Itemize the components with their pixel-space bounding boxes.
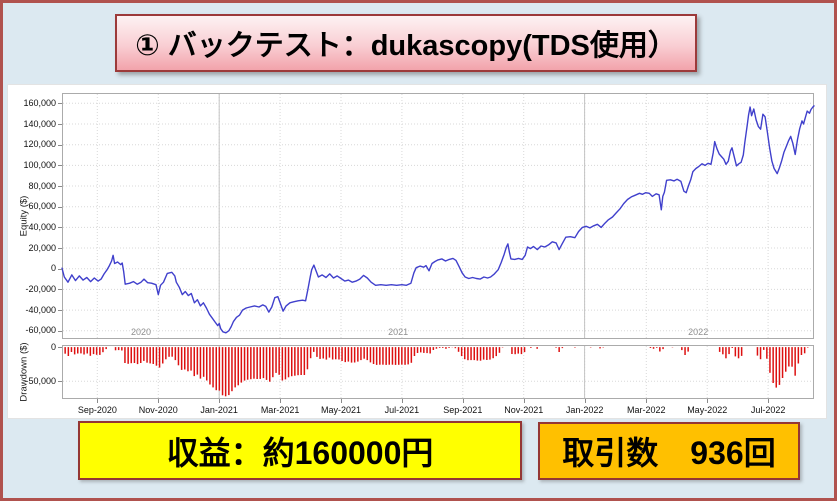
x-tick-label: Jul-2021 — [384, 405, 420, 415]
drawdown-axis-title: Drawdown ($) — [18, 342, 30, 402]
x-tick-label: Nov-2020 — [138, 405, 178, 415]
x-tickmark — [340, 399, 342, 403]
equity-y-tick-label: 20,000 — [28, 242, 56, 253]
x-tickmark — [707, 399, 709, 403]
trades-banner: 取引数 936回 — [538, 422, 800, 480]
x-tickmark — [158, 399, 160, 403]
x-tickmark — [97, 399, 99, 403]
equity-y-tick-label: 0 — [50, 263, 56, 274]
x-tickmark — [646, 399, 648, 403]
profit-text: 収益：約160000円 — [166, 434, 434, 471]
x-tick-label: Sep-2021 — [443, 405, 483, 415]
equity-y-tick-label: 120,000 — [23, 139, 56, 150]
x-tick-label: Jan-2022 — [565, 405, 604, 415]
x-tickmark — [768, 399, 770, 403]
x-tickmark — [584, 399, 586, 403]
x-tick-label: Mar-2022 — [627, 405, 666, 415]
x-tick-label: May-2022 — [687, 405, 728, 415]
equity-y-tick-label: -60,000 — [25, 325, 56, 336]
x-tickmark — [280, 399, 282, 403]
profit-banner: 収益：約160000円 — [78, 421, 522, 480]
trades-text: 取引数 936回 — [562, 435, 776, 471]
x-tickmark — [523, 399, 525, 403]
x-tick-label: Sep-2020 — [77, 405, 117, 415]
backtest-chart-panel: Equity ($) Drawdown ($) 160,000 140,000 12… — [7, 84, 827, 419]
equity-y-tick-label: 80,000 — [28, 180, 56, 191]
drawdown-bars-chart — [62, 345, 814, 399]
equity-curve-chart — [61, 93, 815, 339]
equity-y-tick-label: -40,000 — [25, 304, 56, 315]
equity-axis-title: Equity ($) — [18, 195, 30, 237]
page-title: ① バックテスト：dukascopy(TDS使用） — [135, 30, 677, 62]
x-tick-label: Jul-2022 — [750, 405, 786, 415]
equity-y-tick-label: 160,000 — [23, 97, 56, 108]
equity-y-tick-label: -20,000 — [25, 283, 56, 294]
drawdown-y-tick-label: 0 — [50, 341, 56, 352]
equity-y-tick-label: 100,000 — [23, 159, 56, 170]
x-tick-label: Jan-2021 — [200, 405, 238, 415]
x-tick-label: May-2021 — [320, 405, 361, 415]
equity-y-tick-label: 60,000 — [28, 201, 56, 212]
title-banner: ① バックテスト：dukascopy(TDS使用） — [115, 14, 697, 72]
drawdown-plot — [62, 345, 814, 399]
x-tick-label: Mar-2021 — [260, 405, 300, 415]
equity-y-tick-label: 140,000 — [23, 118, 56, 129]
equity-plot — [61, 93, 815, 339]
x-tickmark — [462, 399, 464, 403]
x-tickmark — [401, 399, 403, 403]
drawdown-y-tick-label: -50,000 — [25, 375, 56, 386]
x-tickmark — [219, 399, 221, 403]
x-tick-label: Nov-2021 — [504, 405, 544, 415]
equity-y-tick-label: 40,000 — [28, 221, 56, 232]
